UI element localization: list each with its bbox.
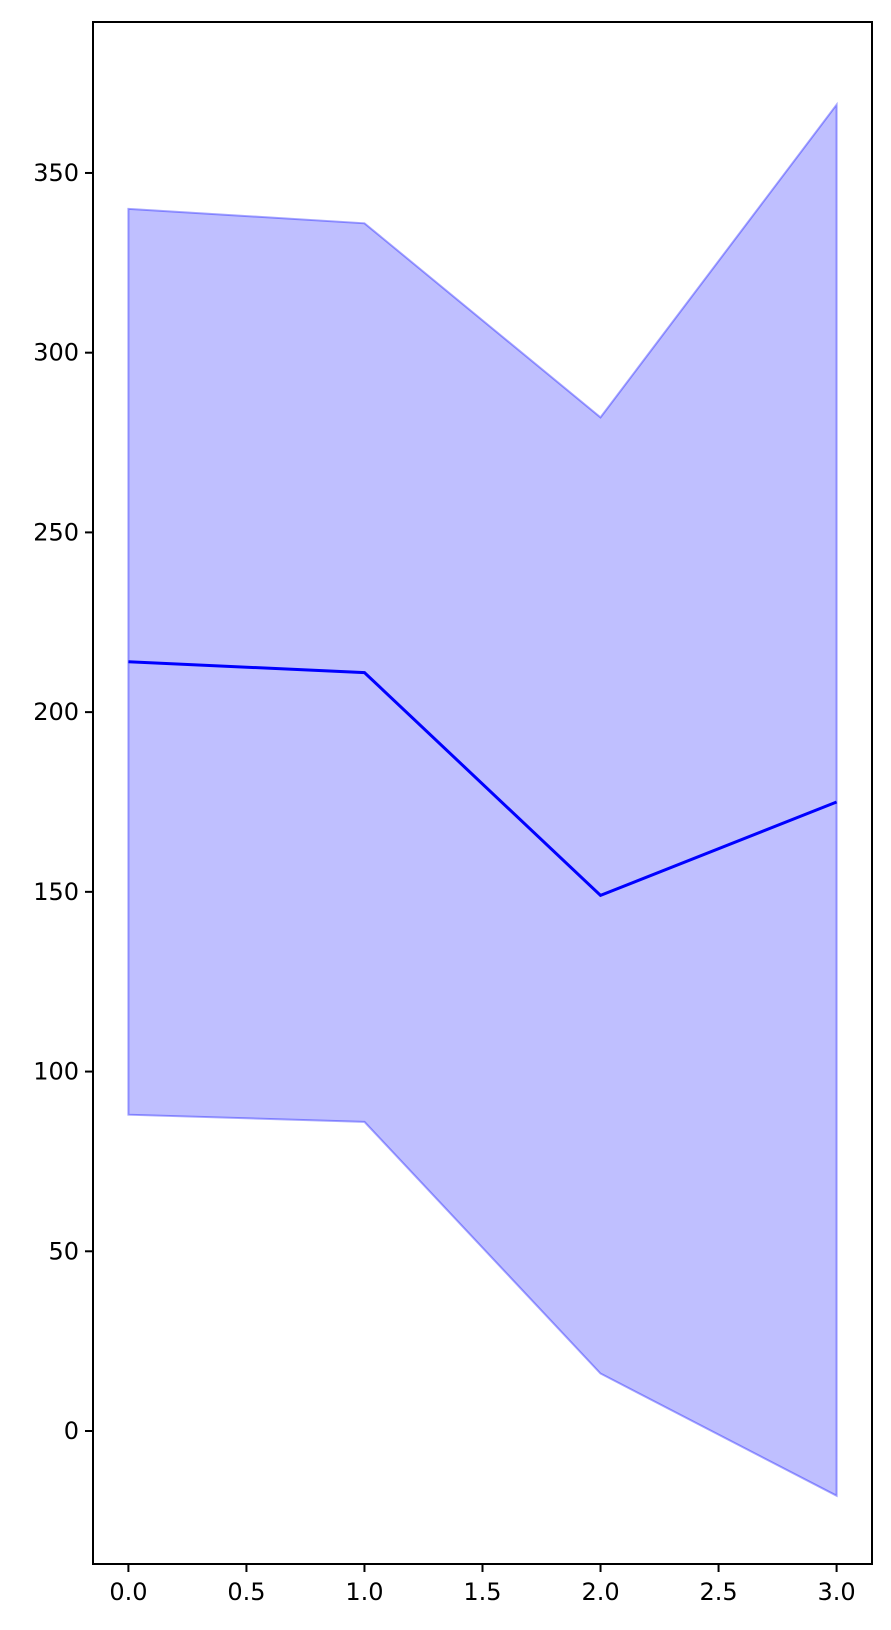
x-tick-label: 2.0: [581, 1578, 619, 1606]
y-tick-label: 0: [64, 1417, 79, 1445]
y-tick-label: 200: [33, 698, 79, 726]
series-line-0: [128, 660, 838, 898]
y-tick-label: 50: [48, 1237, 79, 1265]
y-tick-label: 300: [33, 339, 79, 367]
x-tick-label: 3.0: [818, 1578, 856, 1606]
plot-area: [127, 101, 838, 1498]
y-tick-label: 250: [33, 518, 79, 546]
y-tick-label: 350: [33, 159, 79, 187]
y-tick-label: 150: [33, 878, 79, 906]
x-tick-label: 1.0: [345, 1578, 383, 1606]
confidence-band-0: [127, 101, 838, 1498]
x-tick-label: 0.5: [227, 1578, 265, 1606]
x-tick-label: 2.5: [699, 1578, 737, 1606]
y-tick-label: 100: [33, 1058, 79, 1086]
axes-frame: [92, 21, 873, 1565]
x-tick-label: 0.0: [109, 1578, 147, 1606]
x-tick-label: 1.5: [463, 1578, 501, 1606]
x-axis: 0.0 0.5 1.0 1.5 2.0 2.5 3.0: [109, 1564, 856, 1606]
y-axis: 0 50 100 150 200 250 300 350: [33, 159, 93, 1445]
